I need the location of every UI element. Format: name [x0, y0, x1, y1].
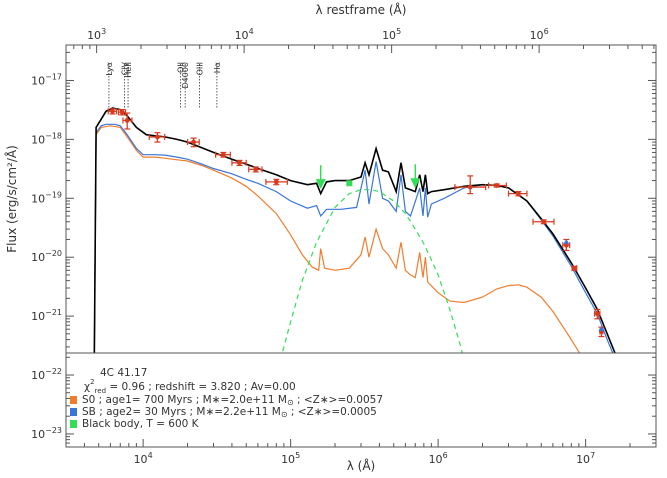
spectral-line-label: HeII: [124, 62, 133, 78]
spectral-line-label: OIII: [196, 62, 205, 75]
model-marker: [598, 326, 605, 332]
observation-point: [488, 182, 507, 189]
axes: 104 105 106 107 103 104 105 106 10−17 10−18 10−19 1…: [4, 2, 657, 473]
observation-marker: [541, 219, 547, 225]
observation-marker: [155, 134, 160, 140]
observation-point: [265, 178, 288, 186]
observation-marker: [110, 108, 115, 114]
spectral-line-label: D4000: [181, 62, 190, 89]
observations: [107, 108, 605, 338]
spectral-line-label: OII: [177, 62, 186, 73]
y-tick-label: 10−20: [31, 249, 62, 264]
x-tick-label: 107: [576, 451, 595, 466]
observation-marker: [253, 166, 259, 172]
y-tick-label: 10−17: [31, 72, 62, 87]
observation-point: [532, 218, 555, 225]
legend-entry: S0 ; age1= 700 Myrs ; M∗=2.0e+11 M⊙ ; <Z…: [82, 394, 383, 407]
source-name: 4C 41.17: [100, 367, 147, 379]
top-tick-label: 106: [530, 27, 549, 42]
legend-swatch: [70, 420, 77, 428]
top-axis-title: λ restframe (Å): [316, 2, 407, 17]
top-tick-label: 105: [382, 27, 401, 42]
observation-marker: [124, 117, 130, 123]
observation-marker: [273, 179, 279, 185]
spectral-line-label: CIV: [120, 61, 129, 75]
top-tick-label: 103: [87, 27, 106, 42]
legend-swatch: [70, 408, 77, 416]
x-tick-label: 104: [134, 451, 153, 466]
upper-limit-arrow: [410, 164, 421, 189]
observation-point: [148, 132, 166, 143]
observation-marker: [594, 311, 600, 317]
upper-limit-head: [315, 179, 326, 190]
observation-marker: [515, 191, 521, 197]
observation-point: [186, 137, 200, 148]
x-axis-title: λ (Å): [347, 458, 376, 473]
y-tick-label: 10−21: [31, 308, 62, 323]
observation-point: [507, 190, 528, 197]
series-old-population: [93, 125, 581, 353]
series-black-body: [281, 189, 463, 353]
x-tick-label: 105: [281, 451, 300, 466]
upper-limit-arrow: [315, 165, 326, 190]
observation-point: [454, 175, 487, 195]
observation-point: [571, 265, 578, 272]
model-marker: [563, 239, 570, 245]
y-tick-label: 10−22: [31, 367, 62, 382]
observation-marker: [572, 265, 577, 271]
observation-marker: [191, 139, 197, 145]
observation-point: [122, 112, 133, 130]
observation-point: [231, 159, 247, 167]
upper-limit-head: [410, 178, 421, 189]
y-axis-title: Flux (erg/s/cm²/Å): [4, 145, 19, 253]
observation-marker: [119, 109, 125, 115]
spectral-line-label: Hα: [213, 62, 222, 73]
spectral-line-label: Lyα: [105, 62, 114, 76]
y-tick-label: 10−23: [31, 426, 62, 441]
observation-marker: [494, 183, 500, 188]
observation-marker: [467, 184, 473, 190]
observation-point: [248, 166, 263, 173]
observation-marker: [237, 160, 242, 166]
observation-point: [593, 308, 601, 320]
legend-swatch: [70, 396, 77, 404]
y-tick-label: 10−19: [31, 190, 62, 205]
y-tick-label: 10−18: [31, 131, 62, 146]
observation-point: [215, 151, 231, 158]
x-tick-label: 106: [429, 451, 448, 466]
fit-summary: χ2red = 0.96 ; redshift = 3.820 ; Av=0.0…: [84, 378, 296, 395]
legend-entry: SB ; age2= 30 Myrs ; M∗=2.2e+11 M⊙ ; <Z∗…: [82, 406, 377, 419]
observation-marker: [220, 152, 226, 158]
observation-point: [117, 109, 127, 116]
observation-point: [107, 108, 118, 115]
black-body-marker: [346, 180, 353, 187]
legend-entry: Black body, T = 600 K: [82, 418, 200, 430]
top-tick-label: 104: [235, 27, 254, 42]
